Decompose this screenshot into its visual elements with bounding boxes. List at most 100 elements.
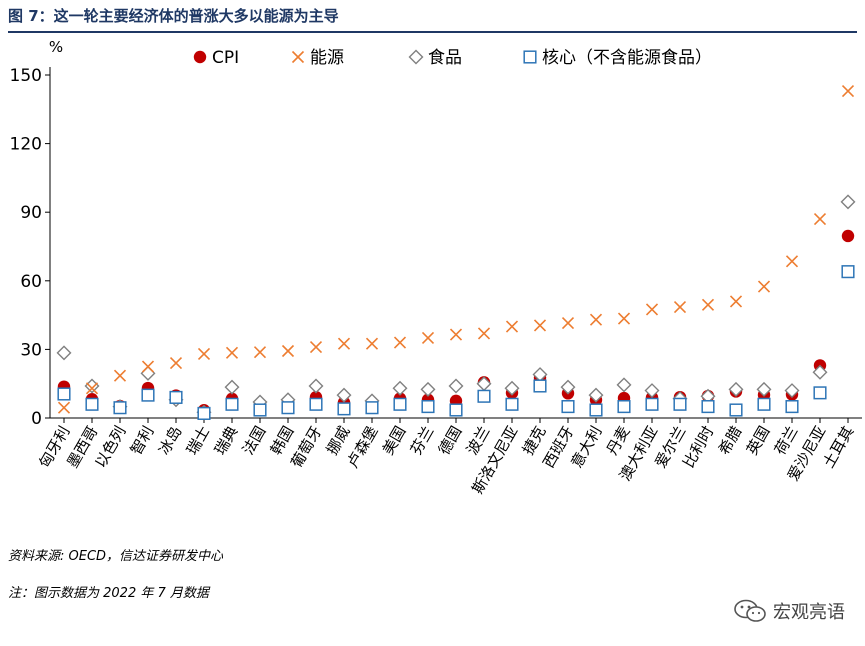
food-point xyxy=(616,377,632,393)
x-tick-label: 美国 xyxy=(379,423,410,458)
energy-point xyxy=(477,327,491,340)
data-note: 注：图示数据为 2022 年 7 月数据 xyxy=(8,586,209,601)
legend-food: 食品 xyxy=(408,48,462,68)
legend-cpi-marker xyxy=(193,50,207,64)
wechat-icon xyxy=(734,599,766,622)
y-axis: 0 30 60 90 120 150 xyxy=(10,66,51,429)
x-tick-label: 瑞士 xyxy=(183,423,214,458)
energy-point xyxy=(365,337,379,350)
legend-cpi-label: CPI xyxy=(212,48,239,68)
core-point xyxy=(113,401,127,415)
x-axis: 匈牙利墨西哥以色列智利冰岛瑞士瑞典法国韩国葡萄牙挪威卢森堡美国芬兰德国波兰斯洛文… xyxy=(35,417,862,497)
x-tick-label: 希腊 xyxy=(715,423,746,458)
energy-point xyxy=(197,347,211,361)
scatter-chart: % CPI 能源 食品 核心（不含能源食品） 0 30 60 90 120 150 匈牙利墨西哥… xyxy=(10,38,862,497)
core-point xyxy=(533,379,547,393)
energy-point xyxy=(253,346,267,359)
core-point xyxy=(617,400,631,414)
core-point xyxy=(393,397,407,411)
energy-point xyxy=(617,312,631,325)
watermark-text: 宏观亮语 xyxy=(773,602,845,623)
core-point xyxy=(421,400,435,414)
y-tick-label: 0 xyxy=(31,409,42,429)
legend-cpi: CPI xyxy=(193,48,239,68)
legend-food-marker xyxy=(408,49,424,65)
core-point xyxy=(673,397,687,411)
food-point xyxy=(56,345,72,361)
energy-point xyxy=(813,212,827,226)
food-point xyxy=(728,381,744,397)
energy-point xyxy=(561,317,575,330)
cpi-point xyxy=(841,229,855,243)
y-axis-unit-label: % xyxy=(49,38,63,56)
legend-core-label: 核心（不含能源食品） xyxy=(542,48,712,68)
legend-energy-marker xyxy=(291,50,305,64)
energy-point xyxy=(281,344,295,358)
energy-point xyxy=(309,341,323,354)
energy-point xyxy=(113,369,127,382)
core-point xyxy=(841,265,855,279)
core-point xyxy=(169,390,183,404)
core-point xyxy=(225,397,239,411)
food-point xyxy=(560,379,576,395)
core-point xyxy=(141,388,155,402)
y-tick-label: 120 xyxy=(10,135,42,155)
legend-food-label: 食品 xyxy=(428,48,462,68)
core-point xyxy=(337,402,351,416)
energy-point xyxy=(225,346,239,359)
food-point xyxy=(308,378,324,394)
energy-point xyxy=(533,319,547,332)
food-point xyxy=(504,380,520,396)
core-point xyxy=(561,400,575,414)
food-point xyxy=(140,365,156,381)
food-point xyxy=(420,381,436,397)
core-point xyxy=(477,389,491,403)
food-point xyxy=(84,378,100,394)
energy-point xyxy=(337,337,351,350)
core-point xyxy=(729,403,743,417)
legend-energy: 能源 xyxy=(291,48,344,68)
x-tick-label: 德国 xyxy=(435,423,466,458)
energy-point xyxy=(645,303,659,316)
core-point xyxy=(449,403,463,417)
energy-point xyxy=(57,401,71,414)
legend-core: 核心（不含能源食品） xyxy=(523,48,712,68)
energy-point xyxy=(729,295,743,308)
food-point xyxy=(784,383,800,399)
x-tick-label: 英国 xyxy=(743,423,774,458)
energy-series xyxy=(57,84,855,414)
legend: CPI 能源 食品 核心（不含能源食品） xyxy=(193,48,712,68)
energy-point xyxy=(785,255,799,268)
energy-point xyxy=(393,336,407,349)
food-point xyxy=(392,380,408,396)
energy-point xyxy=(505,320,519,333)
source-note: 资料来源: OECD，信达证券研发中心 xyxy=(8,549,224,564)
legend-energy-label: 能源 xyxy=(310,48,344,68)
energy-point xyxy=(449,328,463,341)
legend-core-marker xyxy=(523,50,537,64)
core-point xyxy=(813,386,827,400)
core-point xyxy=(645,397,659,411)
food-point xyxy=(224,379,240,395)
energy-point xyxy=(141,360,155,373)
data-marks xyxy=(56,84,856,420)
figure-title: 图 7：这一轮主要经济体的普涨大多以能源为主导 xyxy=(8,7,339,25)
core-point xyxy=(757,397,771,411)
food-series xyxy=(56,194,856,420)
core-point xyxy=(589,403,603,417)
core-point xyxy=(281,401,295,415)
energy-point xyxy=(421,331,435,345)
core-point xyxy=(57,387,71,401)
core-point xyxy=(701,400,715,414)
energy-point xyxy=(757,280,771,293)
food-point xyxy=(588,387,604,403)
y-tick-label: 30 xyxy=(20,340,42,360)
x-tick-label: 芬兰 xyxy=(407,423,438,458)
x-tick-label: 冰岛 xyxy=(155,423,186,458)
y-tick-label: 90 xyxy=(20,203,42,223)
x-tick-label: 智利 xyxy=(127,423,158,458)
energy-point xyxy=(589,313,603,326)
food-point xyxy=(448,378,464,394)
core-point xyxy=(785,400,799,414)
food-point xyxy=(336,387,352,403)
